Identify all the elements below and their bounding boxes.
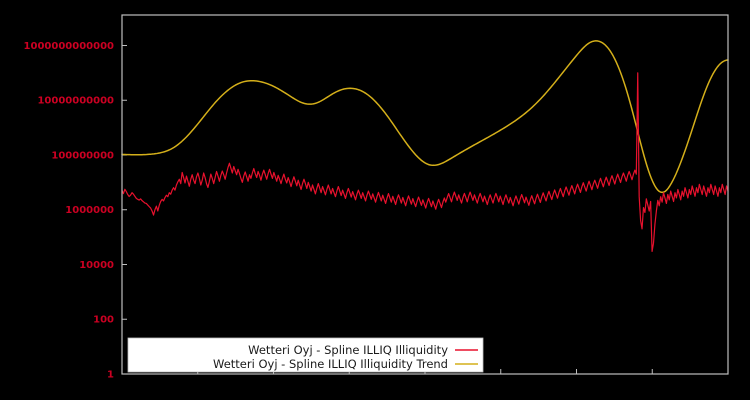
y-tick-label: 100 bbox=[93, 315, 114, 326]
legend-label-illiquidity-trend: Wetteri Oyj - Spline ILLIQ Illiquidity T… bbox=[213, 357, 448, 371]
series-line-illiquidity bbox=[121, 72, 729, 253]
y-tick-label: 10000 bbox=[79, 260, 114, 271]
y-tick-label: 1000000000000 bbox=[24, 41, 114, 52]
y-axis-tick-labels: 1000000000000 10000000000 100000000 1000000… bbox=[24, 41, 115, 381]
legend-background bbox=[127, 337, 484, 373]
series-line-illiquidity-trend bbox=[121, 40, 729, 194]
y-tick-label: 10000000000 bbox=[37, 96, 114, 107]
y-tick-label: 1 bbox=[107, 370, 114, 381]
legend-label-illiquidity: Wetteri Oyj - Spline ILLIQ Illiquidity bbox=[248, 343, 448, 357]
y-tick-label: 1000000 bbox=[65, 205, 114, 216]
y-tick-label: 100000000 bbox=[51, 150, 114, 161]
plot-area-background bbox=[122, 15, 728, 374]
plot-area-frame bbox=[121, 14, 729, 375]
data-series-layer bbox=[121, 40, 729, 253]
chart-legend[interactable]: Wetteri Oyj - Spline ILLIQ Illiquidity W… bbox=[127, 337, 484, 373]
